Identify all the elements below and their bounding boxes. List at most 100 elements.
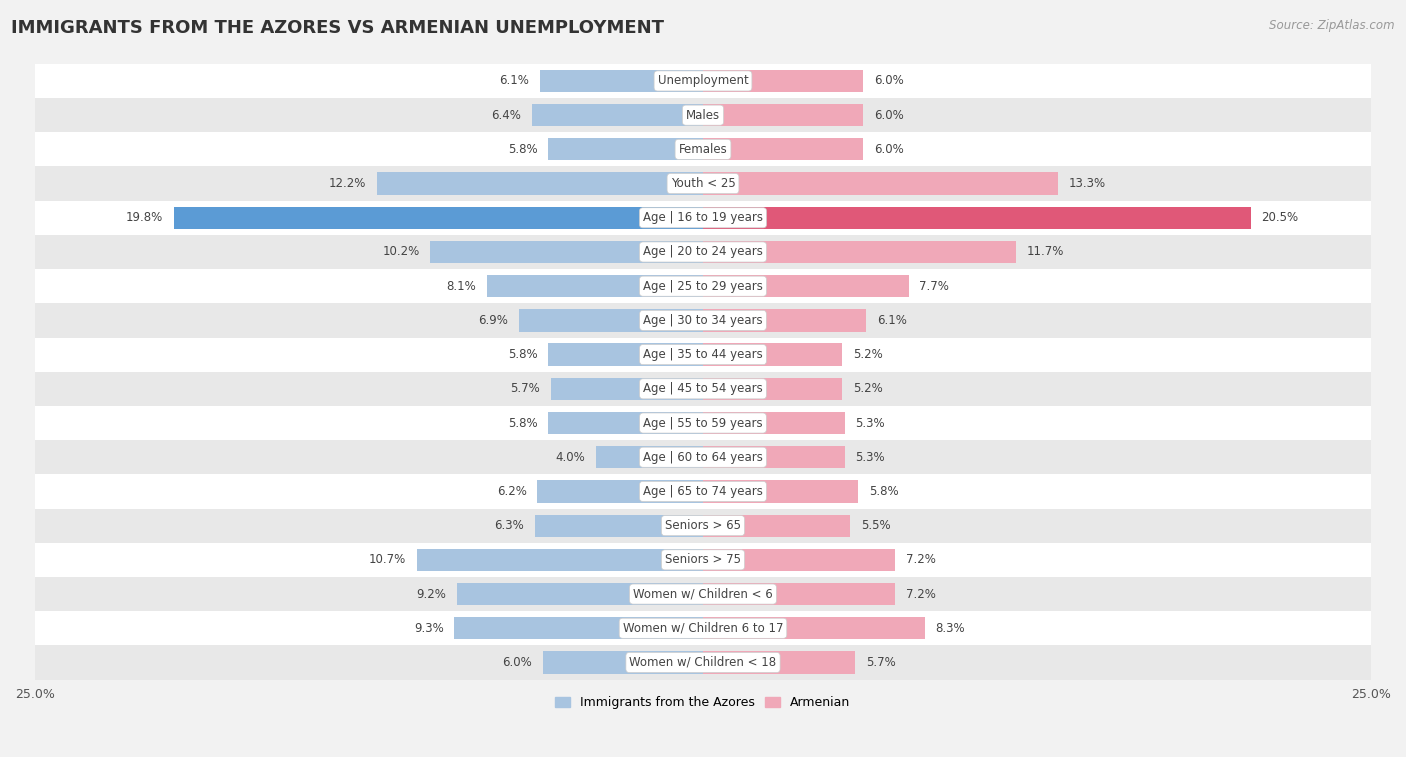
Text: Women w/ Children < 18: Women w/ Children < 18 — [630, 656, 776, 669]
Bar — [486, 275, 703, 298]
Text: 6.9%: 6.9% — [478, 314, 508, 327]
Bar — [21, 543, 1385, 577]
Text: 5.7%: 5.7% — [510, 382, 540, 395]
Text: Age | 30 to 34 years: Age | 30 to 34 years — [643, 314, 763, 327]
Text: Males: Males — [686, 109, 720, 122]
Bar — [703, 344, 842, 366]
Text: 5.3%: 5.3% — [855, 450, 884, 464]
Bar — [540, 70, 703, 92]
Text: 20.5%: 20.5% — [1261, 211, 1299, 224]
Bar — [21, 269, 1385, 304]
Bar — [21, 304, 1385, 338]
Text: 12.2%: 12.2% — [329, 177, 367, 190]
Bar — [430, 241, 703, 263]
Text: IMMIGRANTS FROM THE AZORES VS ARMENIAN UNEMPLOYMENT: IMMIGRANTS FROM THE AZORES VS ARMENIAN U… — [11, 19, 664, 37]
Bar — [548, 344, 703, 366]
Bar — [531, 104, 703, 126]
Text: 6.1%: 6.1% — [877, 314, 907, 327]
Bar — [703, 549, 896, 571]
Text: 5.8%: 5.8% — [508, 143, 537, 156]
Bar — [21, 201, 1385, 235]
Text: Youth < 25: Youth < 25 — [671, 177, 735, 190]
Bar — [457, 583, 703, 605]
Text: 5.3%: 5.3% — [855, 416, 884, 429]
Bar — [534, 515, 703, 537]
Text: 7.2%: 7.2% — [905, 587, 936, 600]
Text: Age | 55 to 59 years: Age | 55 to 59 years — [643, 416, 763, 429]
Text: 19.8%: 19.8% — [127, 211, 163, 224]
Text: Females: Females — [679, 143, 727, 156]
Text: 5.8%: 5.8% — [869, 485, 898, 498]
Bar — [703, 412, 845, 434]
Text: 6.4%: 6.4% — [492, 109, 522, 122]
Text: 10.2%: 10.2% — [382, 245, 420, 258]
Text: Age | 16 to 19 years: Age | 16 to 19 years — [643, 211, 763, 224]
Bar — [21, 646, 1385, 680]
Text: Age | 65 to 74 years: Age | 65 to 74 years — [643, 485, 763, 498]
Text: 7.2%: 7.2% — [905, 553, 936, 566]
Text: 6.1%: 6.1% — [499, 74, 529, 88]
Text: Women w/ Children < 6: Women w/ Children < 6 — [633, 587, 773, 600]
Text: 5.8%: 5.8% — [508, 348, 537, 361]
Bar — [703, 173, 1059, 195]
Bar — [548, 139, 703, 160]
Text: 11.7%: 11.7% — [1026, 245, 1064, 258]
Bar — [703, 515, 851, 537]
Bar — [21, 577, 1385, 611]
Text: Age | 20 to 24 years: Age | 20 to 24 years — [643, 245, 763, 258]
Text: 5.7%: 5.7% — [866, 656, 896, 669]
Bar — [21, 235, 1385, 269]
Bar — [21, 440, 1385, 475]
Bar — [703, 104, 863, 126]
Text: Age | 45 to 54 years: Age | 45 to 54 years — [643, 382, 763, 395]
Text: Source: ZipAtlas.com: Source: ZipAtlas.com — [1270, 19, 1395, 32]
Text: Seniors > 65: Seniors > 65 — [665, 519, 741, 532]
Text: 10.7%: 10.7% — [370, 553, 406, 566]
Bar — [703, 275, 908, 298]
Text: Women w/ Children 6 to 17: Women w/ Children 6 to 17 — [623, 621, 783, 635]
Text: Age | 25 to 29 years: Age | 25 to 29 years — [643, 279, 763, 293]
Bar — [21, 167, 1385, 201]
Text: 9.3%: 9.3% — [413, 621, 444, 635]
Text: 8.3%: 8.3% — [935, 621, 965, 635]
Bar — [21, 132, 1385, 167]
Text: Age | 35 to 44 years: Age | 35 to 44 years — [643, 348, 763, 361]
Bar — [21, 475, 1385, 509]
Bar — [703, 446, 845, 469]
Bar — [703, 617, 925, 640]
Text: 5.5%: 5.5% — [860, 519, 890, 532]
Text: Unemployment: Unemployment — [658, 74, 748, 88]
Text: 7.7%: 7.7% — [920, 279, 949, 293]
Bar — [21, 406, 1385, 440]
Text: 5.8%: 5.8% — [508, 416, 537, 429]
Text: 6.0%: 6.0% — [502, 656, 531, 669]
Bar — [703, 378, 842, 400]
Legend: Immigrants from the Azores, Armenian: Immigrants from the Azores, Armenian — [550, 691, 856, 714]
Bar — [703, 651, 855, 674]
Bar — [703, 70, 863, 92]
Bar — [703, 241, 1015, 263]
Text: 6.0%: 6.0% — [875, 74, 904, 88]
Bar — [703, 207, 1251, 229]
Bar — [418, 549, 703, 571]
Bar — [551, 378, 703, 400]
Bar — [543, 651, 703, 674]
Text: Seniors > 75: Seniors > 75 — [665, 553, 741, 566]
Bar — [537, 481, 703, 503]
Bar — [21, 509, 1385, 543]
Bar — [174, 207, 703, 229]
Bar — [21, 372, 1385, 406]
Text: 9.2%: 9.2% — [416, 587, 447, 600]
Bar — [454, 617, 703, 640]
Bar — [377, 173, 703, 195]
Text: 6.0%: 6.0% — [875, 143, 904, 156]
Bar — [548, 412, 703, 434]
Bar — [703, 310, 866, 332]
Text: 5.2%: 5.2% — [852, 382, 883, 395]
Bar — [703, 139, 863, 160]
Bar — [21, 64, 1385, 98]
Text: 5.2%: 5.2% — [852, 348, 883, 361]
Text: 13.3%: 13.3% — [1069, 177, 1107, 190]
Bar — [703, 583, 896, 605]
Text: Age | 60 to 64 years: Age | 60 to 64 years — [643, 450, 763, 464]
